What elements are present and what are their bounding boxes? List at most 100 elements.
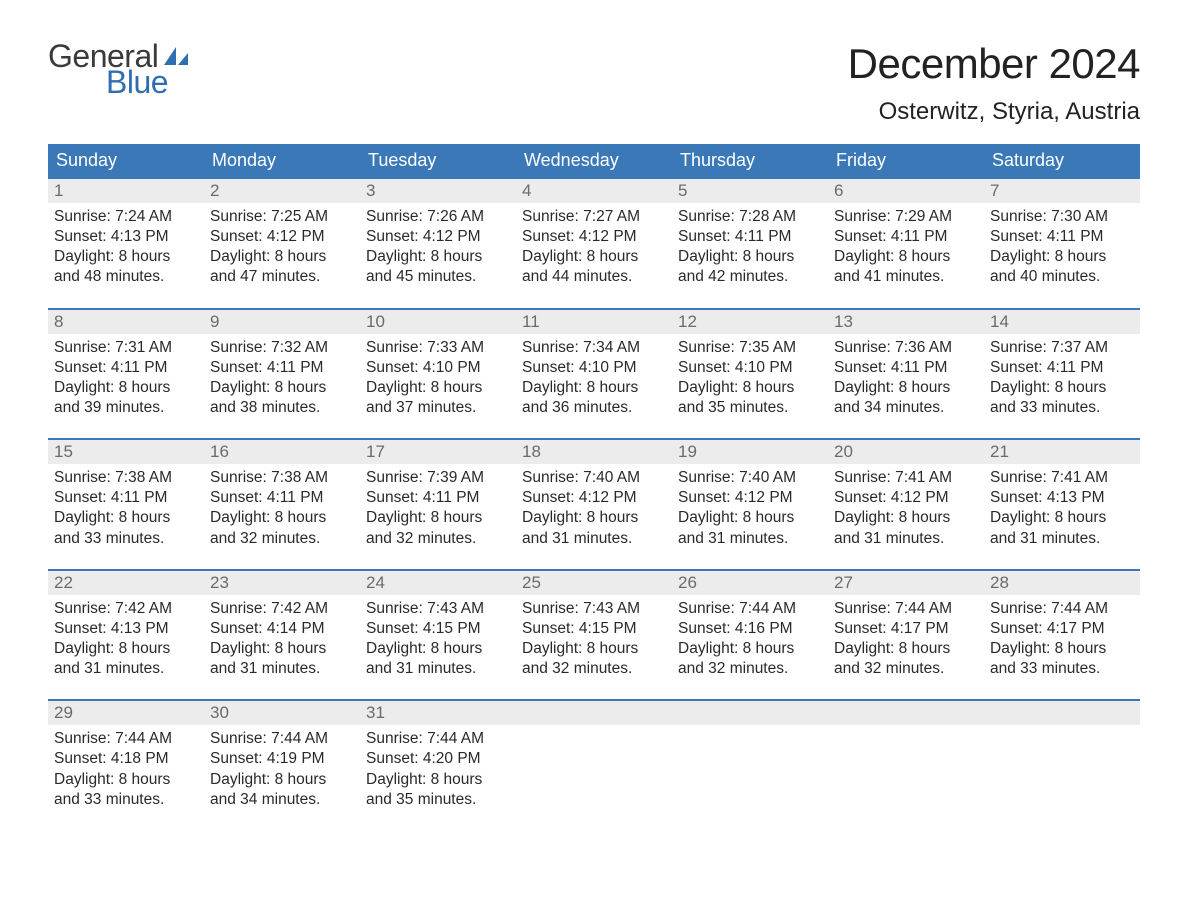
sunrise-text: Sunrise: 7:38 AM (210, 468, 354, 488)
day-header: Thursday (672, 144, 828, 177)
calendar-cell: 24Sunrise: 7:43 AMSunset: 4:15 PMDayligh… (360, 571, 516, 686)
logo: General Blue (48, 40, 190, 98)
cell-content: Sunrise: 7:43 AMSunset: 4:15 PMDaylight:… (516, 595, 672, 686)
cell-content: Sunrise: 7:30 AMSunset: 4:11 PMDaylight:… (984, 203, 1140, 294)
daylight2-text: and 39 minutes. (54, 398, 198, 418)
calendar-cell: 9Sunrise: 7:32 AMSunset: 4:11 PMDaylight… (204, 310, 360, 425)
cell-content: Sunrise: 7:40 AMSunset: 4:12 PMDaylight:… (516, 464, 672, 555)
cell-content: Sunrise: 7:24 AMSunset: 4:13 PMDaylight:… (48, 203, 204, 294)
daylight2-text: and 31 minutes. (366, 659, 510, 679)
sunset-text: Sunset: 4:11 PM (54, 488, 198, 508)
day-number: 7 (984, 179, 1140, 203)
daylight1-text: Daylight: 8 hours (834, 247, 978, 267)
daylight2-text: and 40 minutes. (990, 267, 1134, 287)
sunrise-text: Sunrise: 7:40 AM (678, 468, 822, 488)
calendar-cell: 14Sunrise: 7:37 AMSunset: 4:11 PMDayligh… (984, 310, 1140, 425)
calendar-cell: 31Sunrise: 7:44 AMSunset: 4:20 PMDayligh… (360, 701, 516, 816)
cell-content: Sunrise: 7:38 AMSunset: 4:11 PMDaylight:… (48, 464, 204, 555)
day-number: 8 (48, 310, 204, 334)
sunrise-text: Sunrise: 7:37 AM (990, 338, 1134, 358)
daylight1-text: Daylight: 8 hours (522, 378, 666, 398)
cell-content: Sunrise: 7:34 AMSunset: 4:10 PMDaylight:… (516, 334, 672, 425)
week-row: 15Sunrise: 7:38 AMSunset: 4:11 PMDayligh… (48, 438, 1140, 555)
daylight1-text: Daylight: 8 hours (54, 247, 198, 267)
calendar-cell: 18Sunrise: 7:40 AMSunset: 4:12 PMDayligh… (516, 440, 672, 555)
daylight1-text: Daylight: 8 hours (678, 508, 822, 528)
week-row: 8Sunrise: 7:31 AMSunset: 4:11 PMDaylight… (48, 308, 1140, 425)
day-number: 19 (672, 440, 828, 464)
daylight2-text: and 32 minutes. (366, 529, 510, 549)
day-header: Monday (204, 144, 360, 177)
day-header: Saturday (984, 144, 1140, 177)
day-number: 11 (516, 310, 672, 334)
sunset-text: Sunset: 4:13 PM (54, 619, 198, 639)
calendar-cell: 3Sunrise: 7:26 AMSunset: 4:12 PMDaylight… (360, 179, 516, 294)
cell-content: Sunrise: 7:28 AMSunset: 4:11 PMDaylight:… (672, 203, 828, 294)
sunrise-text: Sunrise: 7:28 AM (678, 207, 822, 227)
day-number: 5 (672, 179, 828, 203)
daylight2-text: and 32 minutes. (834, 659, 978, 679)
daylight1-text: Daylight: 8 hours (522, 508, 666, 528)
calendar-cell (516, 701, 672, 816)
daylight2-text: and 44 minutes. (522, 267, 666, 287)
sunset-text: Sunset: 4:10 PM (522, 358, 666, 378)
sunrise-text: Sunrise: 7:44 AM (834, 599, 978, 619)
sunrise-text: Sunrise: 7:26 AM (366, 207, 510, 227)
sunrise-text: Sunrise: 7:38 AM (54, 468, 198, 488)
sunrise-text: Sunrise: 7:30 AM (990, 207, 1134, 227)
sunset-text: Sunset: 4:11 PM (990, 227, 1134, 247)
daylight2-text: and 35 minutes. (366, 790, 510, 810)
sunrise-text: Sunrise: 7:39 AM (366, 468, 510, 488)
sunrise-text: Sunrise: 7:40 AM (522, 468, 666, 488)
calendar-cell: 27Sunrise: 7:44 AMSunset: 4:17 PMDayligh… (828, 571, 984, 686)
daylight1-text: Daylight: 8 hours (522, 639, 666, 659)
day-number: 21 (984, 440, 1140, 464)
cell-content: Sunrise: 7:44 AMSunset: 4:18 PMDaylight:… (48, 725, 204, 816)
daylight2-text: and 47 minutes. (210, 267, 354, 287)
daylight1-text: Daylight: 8 hours (678, 378, 822, 398)
sunrise-text: Sunrise: 7:42 AM (210, 599, 354, 619)
cell-content: Sunrise: 7:25 AMSunset: 4:12 PMDaylight:… (204, 203, 360, 294)
calendar-cell: 20Sunrise: 7:41 AMSunset: 4:12 PMDayligh… (828, 440, 984, 555)
sunset-text: Sunset: 4:10 PM (366, 358, 510, 378)
day-header-row: SundayMondayTuesdayWednesdayThursdayFrid… (48, 144, 1140, 177)
calendar-cell: 29Sunrise: 7:44 AMSunset: 4:18 PMDayligh… (48, 701, 204, 816)
sunset-text: Sunset: 4:19 PM (210, 749, 354, 769)
day-header: Tuesday (360, 144, 516, 177)
day-number: 23 (204, 571, 360, 595)
cell-content: Sunrise: 7:33 AMSunset: 4:10 PMDaylight:… (360, 334, 516, 425)
day-number: 24 (360, 571, 516, 595)
sunset-text: Sunset: 4:12 PM (366, 227, 510, 247)
day-number: 28 (984, 571, 1140, 595)
cell-content: Sunrise: 7:32 AMSunset: 4:11 PMDaylight:… (204, 334, 360, 425)
daylight1-text: Daylight: 8 hours (834, 508, 978, 528)
daylight1-text: Daylight: 8 hours (210, 508, 354, 528)
sunset-text: Sunset: 4:10 PM (678, 358, 822, 378)
daylight1-text: Daylight: 8 hours (210, 639, 354, 659)
daylight2-text: and 31 minutes. (522, 529, 666, 549)
cell-content: Sunrise: 7:44 AMSunset: 4:16 PMDaylight:… (672, 595, 828, 686)
daylight2-text: and 32 minutes. (678, 659, 822, 679)
calendar-cell: 16Sunrise: 7:38 AMSunset: 4:11 PMDayligh… (204, 440, 360, 555)
logo-text-blue: Blue (106, 66, 190, 98)
daylight1-text: Daylight: 8 hours (678, 639, 822, 659)
daylight2-text: and 33 minutes. (990, 659, 1134, 679)
daylight1-text: Daylight: 8 hours (210, 378, 354, 398)
day-number: 10 (360, 310, 516, 334)
calendar-cell: 19Sunrise: 7:40 AMSunset: 4:12 PMDayligh… (672, 440, 828, 555)
cell-content: Sunrise: 7:42 AMSunset: 4:13 PMDaylight:… (48, 595, 204, 686)
sunrise-text: Sunrise: 7:43 AM (366, 599, 510, 619)
day-number: 17 (360, 440, 516, 464)
daylight2-text: and 45 minutes. (366, 267, 510, 287)
calendar-cell: 21Sunrise: 7:41 AMSunset: 4:13 PMDayligh… (984, 440, 1140, 555)
day-number: 6 (828, 179, 984, 203)
sunset-text: Sunset: 4:13 PM (990, 488, 1134, 508)
week-row: 22Sunrise: 7:42 AMSunset: 4:13 PMDayligh… (48, 569, 1140, 686)
calendar-cell (672, 701, 828, 816)
sunrise-text: Sunrise: 7:44 AM (990, 599, 1134, 619)
calendar: SundayMondayTuesdayWednesdayThursdayFrid… (48, 144, 1140, 816)
sunrise-text: Sunrise: 7:41 AM (834, 468, 978, 488)
sunrise-text: Sunrise: 7:24 AM (54, 207, 198, 227)
calendar-cell: 30Sunrise: 7:44 AMSunset: 4:19 PMDayligh… (204, 701, 360, 816)
daylight2-text: and 48 minutes. (54, 267, 198, 287)
